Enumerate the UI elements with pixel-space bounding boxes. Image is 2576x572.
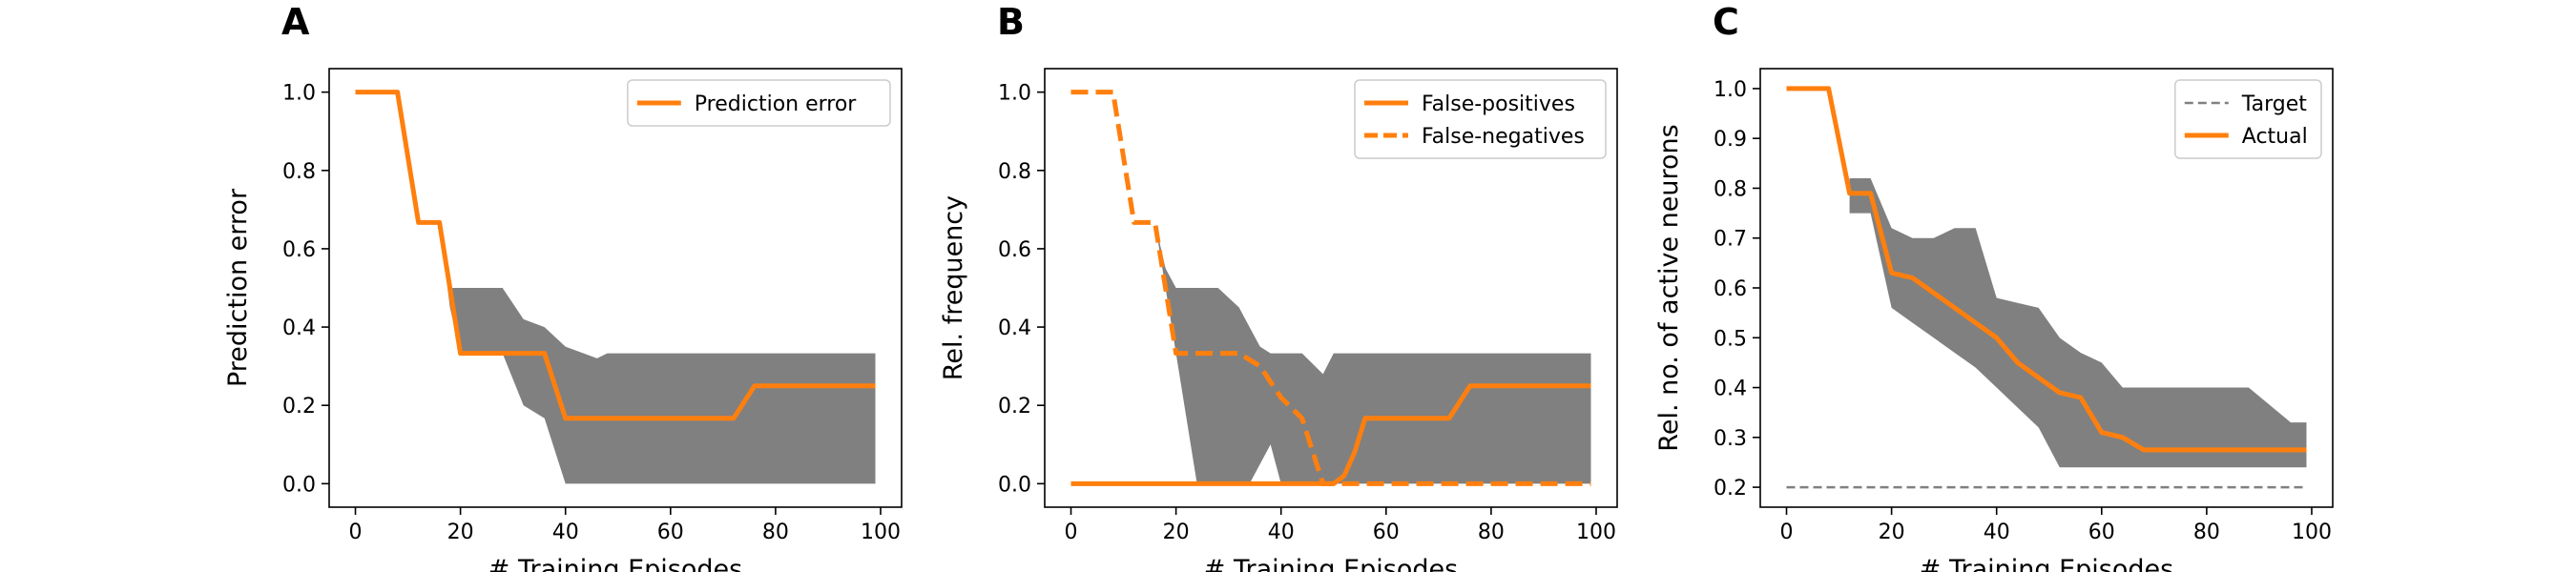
series-layer — [1786, 86, 2307, 489]
legend-entry-label: False-positives — [1422, 92, 1575, 116]
x-axis-label: # Training Episodes — [488, 555, 742, 572]
confidence-band-layer — [1154, 222, 1591, 484]
y-tick-label: 0.4 — [998, 317, 1031, 340]
panel-letter-b: B — [997, 1, 1025, 43]
y-tick-label: 0.5 — [1714, 327, 1747, 351]
y-axis-label: Rel. frequency — [939, 195, 968, 380]
y-tick-label: 0.2 — [998, 395, 1031, 419]
x-tick-label: 40 — [1984, 521, 2010, 544]
plot-frame — [328, 68, 903, 508]
legend-entry-label: Actual — [2242, 125, 2308, 149]
x-tick-label: 100 — [2292, 521, 2332, 544]
y-tick-label: 1.0 — [998, 82, 1031, 106]
y-axis-label: Rel. no. of active neurons — [1654, 124, 1684, 451]
series-layer — [1070, 90, 1591, 486]
y-tick-label: 0.2 — [1714, 477, 1747, 500]
y-tick-label: 1.0 — [282, 82, 316, 106]
y-tick-label: 0.8 — [1714, 177, 1747, 201]
x-tick-label: 40 — [552, 521, 579, 544]
y-tick-label: 0.6 — [282, 238, 316, 262]
x-tick-label: 40 — [1268, 521, 1295, 544]
y-axis-label: Prediction error — [223, 188, 253, 387]
y-tick-label: 0.2 — [282, 395, 316, 419]
panel-letter-a: A — [281, 1, 310, 43]
x-tick-label: 60 — [657, 521, 684, 544]
plot-frame — [1044, 68, 1618, 508]
y-tick-label: 1.0 — [1714, 78, 1747, 102]
y-tick-label: 0.0 — [282, 473, 316, 497]
y-tick-label: 0.4 — [1714, 378, 1747, 401]
series-line-false-positives — [1070, 383, 1591, 486]
x-tick-label: 60 — [1373, 521, 1400, 544]
legend-frame — [627, 79, 891, 127]
legend-entry-label: Target — [2241, 92, 2307, 116]
panel-a: A 0 20 40 60 80 100 0.0 0.2 0.4 0.6 0.8 1.0 # Train… — [223, 1, 903, 572]
confidence-band — [1849, 178, 2307, 468]
x-tick-label: 100 — [861, 521, 901, 544]
confidence-band-layer — [1849, 178, 2307, 468]
ticks-layer: 0 20 40 60 80 100 0.2 0.3 0.4 0.5 0.6 0.7 0.8 0.9 1.0 — [1714, 78, 2332, 544]
y-tick-label: 0.6 — [998, 238, 1031, 262]
y-tick-label: 0.8 — [282, 160, 316, 184]
x-axis-label: # Training Episodes — [1204, 555, 1458, 572]
x-tick-label: 80 — [1478, 521, 1505, 544]
y-tick-label: 0.3 — [1714, 427, 1747, 451]
x-tick-label: 0 — [1780, 521, 1794, 544]
confidence-band — [1154, 222, 1591, 484]
panel-letter-c: C — [1713, 1, 1739, 43]
x-tick-label: 20 — [447, 521, 474, 544]
legend: False-positives False-negatives — [1354, 79, 1607, 159]
series-line-prediction-error — [355, 90, 876, 421]
panel-c: C 0 20 40 60 80 100 0.2 0.3 0.4 0.5 0.6 0.7 0.8 0.9 1.… — [1654, 1, 2334, 572]
ticks-layer: 0 20 40 60 80 100 0.0 0.2 0.4 0.6 0.8 1.0 — [998, 82, 1616, 544]
panel-b: B 0 20 40 60 80 100 0.0 0.2 0.4 0.6 0.8 1.0 # Train… — [939, 1, 1618, 572]
confidence-band-layer — [439, 222, 876, 484]
legend-entry-label: False-negatives — [1422, 125, 1585, 149]
legend-entry-label: Prediction error — [695, 92, 857, 116]
y-tick-label: 0.8 — [998, 160, 1031, 184]
legend: Target Actual — [2174, 79, 2322, 159]
x-axis-label: # Training Episodes — [1920, 555, 2173, 572]
y-tick-label: 0.9 — [1714, 128, 1747, 152]
series-layer — [355, 90, 876, 421]
x-tick-label: 100 — [1576, 521, 1616, 544]
x-tick-label: 0 — [349, 521, 363, 544]
confidence-band — [439, 222, 876, 484]
x-tick-label: 20 — [1879, 521, 1905, 544]
y-tick-label: 0.7 — [1714, 228, 1747, 252]
y-tick-label: 0.4 — [282, 317, 316, 340]
y-tick-label: 0.0 — [998, 473, 1031, 497]
series-line-false-negatives — [1070, 90, 1591, 486]
y-tick-label: 0.6 — [1714, 277, 1747, 301]
x-tick-label: 20 — [1163, 521, 1190, 544]
ticks-layer: 0 20 40 60 80 100 0.0 0.2 0.4 0.6 0.8 1.0 — [282, 82, 901, 544]
legend-frame — [2174, 79, 2322, 159]
x-tick-label: 80 — [762, 521, 789, 544]
series-line-actual — [1786, 86, 2307, 453]
legend-frame — [1354, 79, 1607, 159]
x-tick-label: 60 — [2088, 521, 2115, 544]
x-tick-label: 80 — [2193, 521, 2220, 544]
x-tick-label: 0 — [1065, 521, 1078, 544]
legend: Prediction error — [627, 79, 891, 127]
